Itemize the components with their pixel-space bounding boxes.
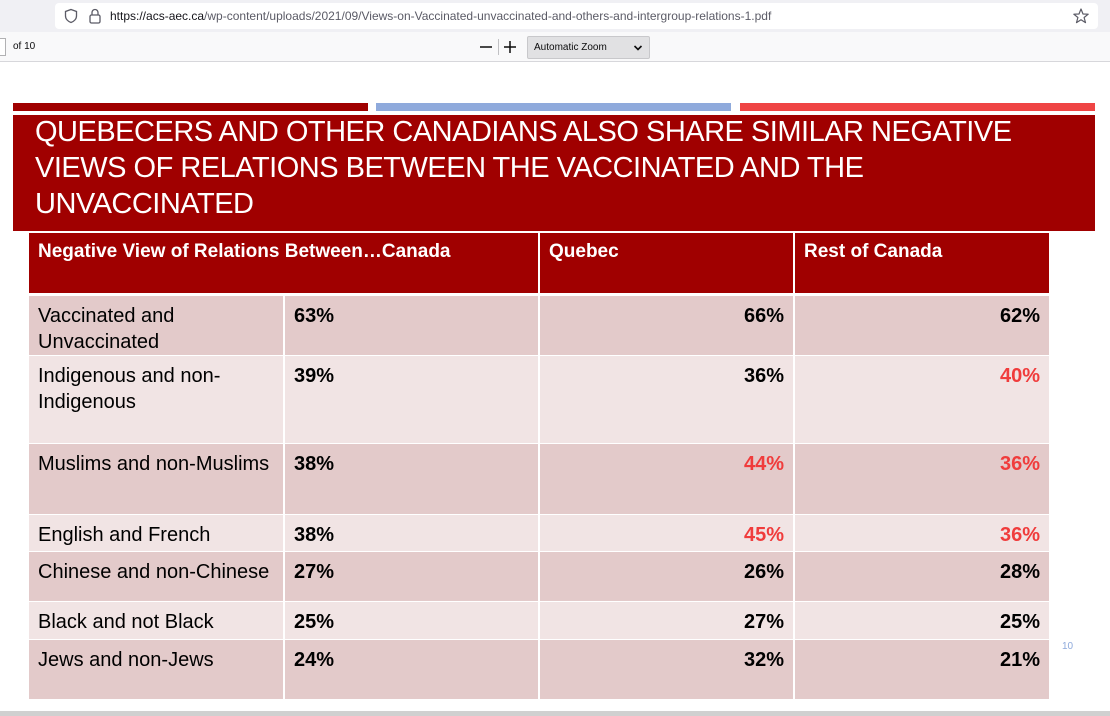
quebec-value: 26%: [539, 551, 795, 602]
row-label: Black and not Black: [29, 601, 285, 640]
zoom-out-icon[interactable]: [478, 39, 494, 55]
title-band: QUEBECERS AND OTHER CANADIANS ALSO SHARE…: [13, 115, 1095, 231]
results-table: Negative View of Relations Between…Canad…: [29, 233, 1049, 700]
url-path: /wp-content/uploads/2021/09/Views-on-Vac…: [204, 9, 772, 23]
rest-value: 25%: [794, 601, 1049, 640]
zoom-select[interactable]: Automatic Zoom: [527, 36, 650, 59]
row-label: Chinese and non-Chinese: [29, 551, 285, 602]
tracking-shield-icon[interactable]: [63, 8, 79, 24]
header-rest-of-canada: Rest of Canada: [794, 233, 1049, 296]
row-label: Jews and non-Jews: [29, 639, 285, 700]
slide-title: QUEBECERS AND OTHER CANADIANS ALSO SHARE…: [35, 116, 1012, 220]
rest-value: 36%: [794, 443, 1049, 515]
slide-page-number: 10: [1062, 641, 1074, 652]
url-text[interactable]: https://acs-aec.ca/wp-content/uploads/20…: [110, 9, 771, 23]
browser-toolbar: https://acs-aec.ca/wp-content/uploads/20…: [0, 0, 1110, 32]
table-row: Black and not Black 25% 27% 25%: [29, 601, 1049, 640]
header-canada: Negative View of Relations Between…Canad…: [29, 233, 540, 296]
rest-value: 28%: [794, 551, 1049, 602]
quebec-value: 66%: [539, 294, 795, 356]
canada-value: 39%: [284, 355, 540, 444]
canada-value: 38%: [284, 514, 540, 552]
decor-bar-blue: [376, 103, 731, 111]
rest-value: 40%: [794, 355, 1049, 444]
header-quebec: Quebec: [539, 233, 795, 296]
row-label: Muslims and non-Muslims: [29, 443, 285, 515]
table-row: Vaccinated and Unvaccinated 63% 66% 62%: [29, 294, 1049, 356]
page-count: of 10: [13, 41, 36, 52]
quebec-value: 45%: [539, 514, 795, 552]
table-row: Muslims and non-Muslims 38% 44% 36%: [29, 443, 1049, 515]
quebec-value: 32%: [539, 639, 795, 700]
rest-value: 21%: [794, 639, 1049, 700]
canada-value: 25%: [284, 601, 540, 640]
slide-page: QUEBECERS AND OTHER CANADIANS ALSO SHARE…: [0, 63, 1110, 716]
decor-bar-red: [13, 103, 368, 111]
pdf-toolbar: of 10 Automatic Zoom: [0, 32, 1110, 62]
table-header-row: Negative View of Relations Between…Canad…: [29, 233, 1049, 296]
table-row: Jews and non-Jews 24% 32% 21%: [29, 639, 1049, 700]
page-number-input[interactable]: [0, 38, 6, 56]
address-bar[interactable]: https://acs-aec.ca/wp-content/uploads/20…: [55, 3, 1098, 29]
bottom-strip: [0, 711, 1110, 716]
quebec-value: 27%: [539, 601, 795, 640]
canada-value: 63%: [284, 294, 540, 356]
url-host: https://acs-aec.ca: [110, 9, 205, 23]
row-label: Vaccinated and Unvaccinated: [29, 294, 285, 356]
chevron-down-icon: [633, 45, 643, 51]
table-row: Chinese and non-Chinese 27% 26% 28%: [29, 551, 1049, 602]
canada-value: 38%: [284, 443, 540, 515]
canada-value: 27%: [284, 551, 540, 602]
lock-icon[interactable]: [87, 7, 103, 25]
zoom-select-value: Automatic Zoom: [534, 42, 607, 53]
zoom-separator: [498, 39, 499, 55]
table-row: English and French 38% 45% 36%: [29, 514, 1049, 552]
zoom-in-icon[interactable]: [502, 39, 518, 55]
canada-value: 24%: [284, 639, 540, 700]
row-label: Indigenous and non-Indigenous: [29, 355, 285, 444]
rest-value: 62%: [794, 294, 1049, 356]
decor-bar-light-red: [740, 103, 1095, 111]
quebec-value: 44%: [539, 443, 795, 515]
table-row: Indigenous and non-Indigenous 39% 36% 40…: [29, 355, 1049, 444]
quebec-value: 36%: [539, 355, 795, 444]
bookmark-star-icon[interactable]: [1072, 7, 1090, 25]
row-label: English and French: [29, 514, 285, 552]
rest-value: 36%: [794, 514, 1049, 552]
